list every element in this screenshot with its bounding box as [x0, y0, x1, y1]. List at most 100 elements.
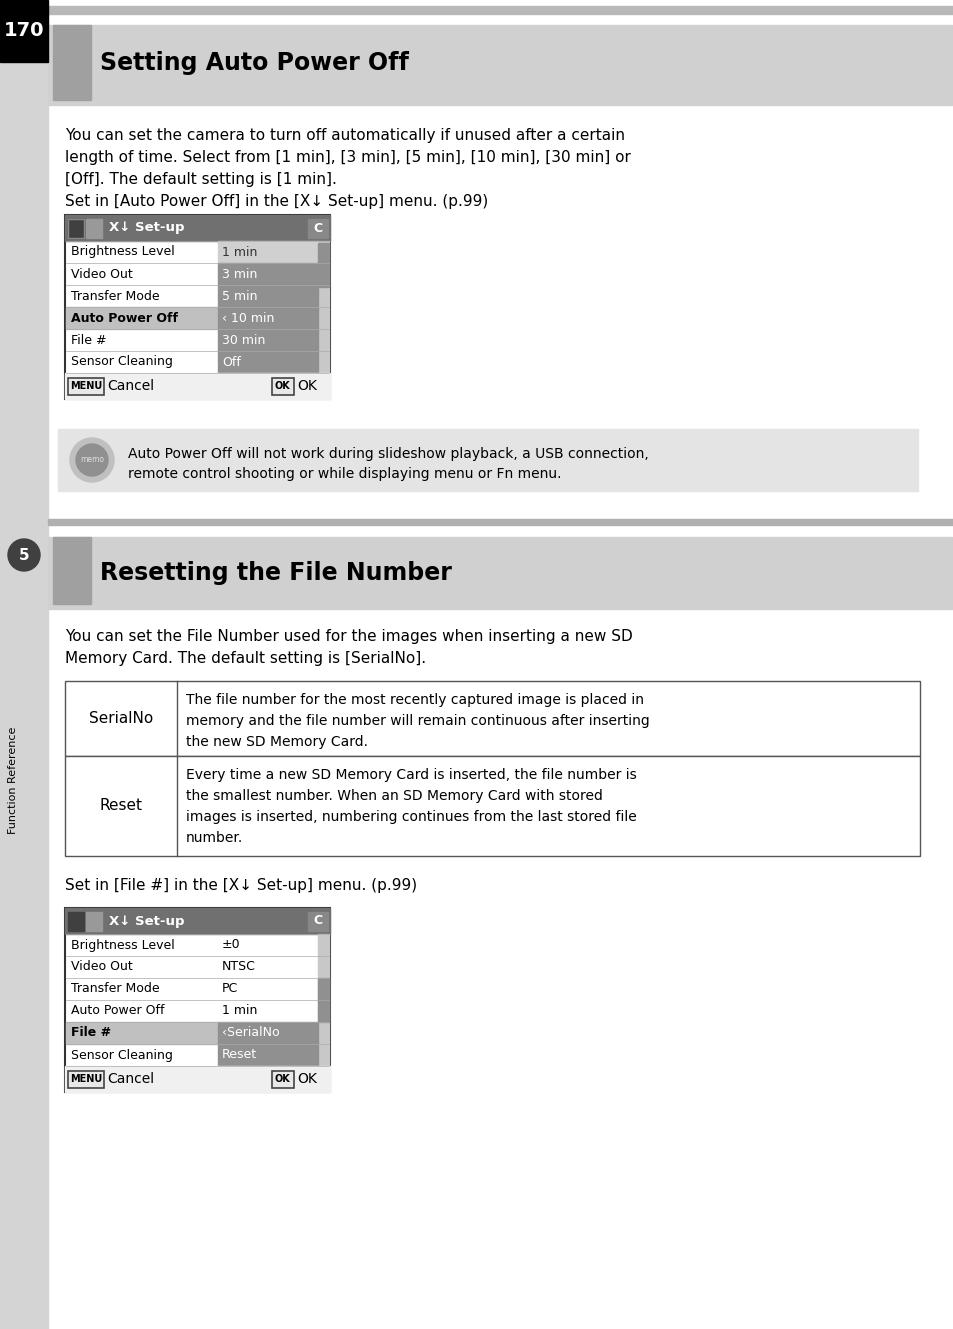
Bar [65, 215, 330, 399]
Text: MENU: MENU [70, 381, 102, 391]
Text: Every time a new SD Memory Card is inserted, the file number is: Every time a new SD Memory Card is inser… [186, 768, 636, 781]
Bar [66, 307, 218, 330]
Bar [48, 7, 953, 15]
Bar [68, 1071, 104, 1088]
Text: [Off]. The default setting is [1 min].: [Off]. The default setting is [1 min]. [65, 171, 336, 187]
Bar [65, 908, 330, 1092]
Text: Memory Card. The default setting is [SerialNo].: Memory Card. The default setting is [Ser… [65, 651, 426, 666]
Bar [0, 62, 48, 1329]
Bar [308, 219, 328, 238]
Bar [65, 1066, 330, 1092]
Bar [86, 219, 102, 238]
Text: Set in [File #] in the [X↓ Set-up] menu. (p.99): Set in [File #] in the [X↓ Set-up] menu.… [65, 878, 416, 893]
Text: Transfer Mode: Transfer Mode [71, 290, 159, 303]
Bar [68, 219, 84, 238]
Bar [308, 912, 328, 932]
Text: the new SD Memory Card.: the new SD Memory Card. [186, 735, 368, 750]
Bar [53, 25, 91, 100]
Text: 5: 5 [19, 548, 30, 562]
Text: remote control shooting or while displaying menu or Fn menu.: remote control shooting or while display… [128, 466, 561, 481]
Text: Set in [Auto Power Off] in the [X↓ Set-up] menu. (p.99): Set in [Auto Power Off] in the [X↓ Set-u… [65, 194, 488, 209]
Text: OK: OK [274, 381, 291, 391]
Bar [48, 537, 951, 609]
Text: Video Out: Video Out [71, 267, 132, 280]
Bar [48, 520, 953, 525]
Bar [317, 241, 329, 373]
Circle shape [8, 540, 40, 571]
Bar [53, 537, 91, 603]
Text: ‹ 10 min: ‹ 10 min [222, 311, 274, 324]
Circle shape [70, 439, 113, 482]
Bar [48, 25, 951, 105]
Text: number.: number. [186, 831, 243, 845]
Bar [66, 1022, 218, 1045]
Bar [218, 284, 317, 307]
Text: Off: Off [222, 355, 240, 368]
Text: 3 min: 3 min [222, 267, 257, 280]
Bar [218, 263, 317, 284]
Text: The file number for the most recently captured image is placed in: The file number for the most recently ca… [186, 692, 643, 707]
Bar [272, 1071, 294, 1088]
Text: File #: File # [71, 334, 107, 347]
Text: Transfer Mode: Transfer Mode [71, 982, 159, 995]
Text: Sensor Cleaning: Sensor Cleaning [71, 355, 172, 368]
Bar [65, 373, 330, 399]
Text: Reset: Reset [99, 799, 142, 813]
Text: Brightness Level: Brightness Level [71, 938, 174, 952]
Text: Resetting the File Number: Resetting the File Number [100, 561, 452, 585]
Text: C: C [314, 222, 322, 234]
Bar [58, 429, 917, 490]
Text: memory and the file number will remain continuous after inserting: memory and the file number will remain c… [186, 714, 649, 728]
Bar [0, 0, 48, 62]
Text: memo: memo [80, 456, 104, 465]
Bar [317, 934, 329, 1066]
Text: NTSC: NTSC [222, 961, 255, 974]
Text: Cancel: Cancel [107, 379, 154, 393]
Text: 170: 170 [4, 21, 44, 40]
Text: SerialNo: SerialNo [89, 711, 153, 726]
Text: Brightness Level: Brightness Level [71, 246, 174, 259]
Bar [218, 307, 317, 330]
Bar [218, 351, 317, 373]
Text: File #: File # [71, 1026, 111, 1039]
Text: Setting Auto Power Off: Setting Auto Power Off [100, 51, 409, 74]
Bar [65, 680, 919, 756]
Text: images is inserted, numbering continues from the last stored file: images is inserted, numbering continues … [186, 809, 636, 824]
Bar [317, 978, 329, 1022]
Text: length of time. Select from [1 min], [3 min], [5 min], [10 min], [30 min] or: length of time. Select from [1 min], [3 … [65, 150, 630, 165]
Text: You can set the camera to turn off automatically if unused after a certain: You can set the camera to turn off autom… [65, 128, 624, 144]
Text: X↓ Set-up: X↓ Set-up [109, 914, 184, 928]
Text: Auto Power Off: Auto Power Off [71, 1005, 164, 1018]
Bar [65, 215, 330, 241]
Bar [218, 1045, 317, 1066]
Text: ±0: ±0 [222, 938, 240, 952]
Text: OK: OK [274, 1074, 291, 1084]
Text: You can set the File Number used for the images when inserting a new SD: You can set the File Number used for the… [65, 629, 632, 645]
Bar [218, 330, 317, 351]
Text: PC: PC [222, 982, 238, 995]
Bar [68, 219, 84, 238]
Text: Video Out: Video Out [71, 961, 132, 974]
Bar [218, 1022, 317, 1045]
Text: Function Reference: Function Reference [8, 727, 18, 833]
Text: the smallest number. When an SD Memory Card with stored: the smallest number. When an SD Memory C… [186, 789, 602, 803]
Text: 1 min: 1 min [222, 246, 257, 259]
Bar [65, 756, 919, 856]
Bar [68, 377, 104, 395]
Text: Auto Power Off: Auto Power Off [71, 311, 178, 324]
Text: Auto Power Off will not work during slideshow playback, a USB connection,: Auto Power Off will not work during slid… [128, 447, 648, 461]
Text: ‹SerialNo: ‹SerialNo [222, 1026, 279, 1039]
Text: MENU: MENU [70, 1074, 102, 1084]
Bar [272, 377, 294, 395]
Bar [65, 908, 330, 934]
Text: C: C [314, 914, 322, 928]
Text: 5 min: 5 min [222, 290, 257, 303]
Bar [86, 912, 102, 932]
Bar [218, 241, 317, 263]
Text: 30 min: 30 min [222, 334, 265, 347]
Text: Reset: Reset [222, 1049, 257, 1062]
Bar [68, 912, 84, 932]
Text: X↓ Set-up: X↓ Set-up [109, 222, 184, 234]
Text: Sensor Cleaning: Sensor Cleaning [71, 1049, 172, 1062]
Circle shape [76, 444, 108, 476]
